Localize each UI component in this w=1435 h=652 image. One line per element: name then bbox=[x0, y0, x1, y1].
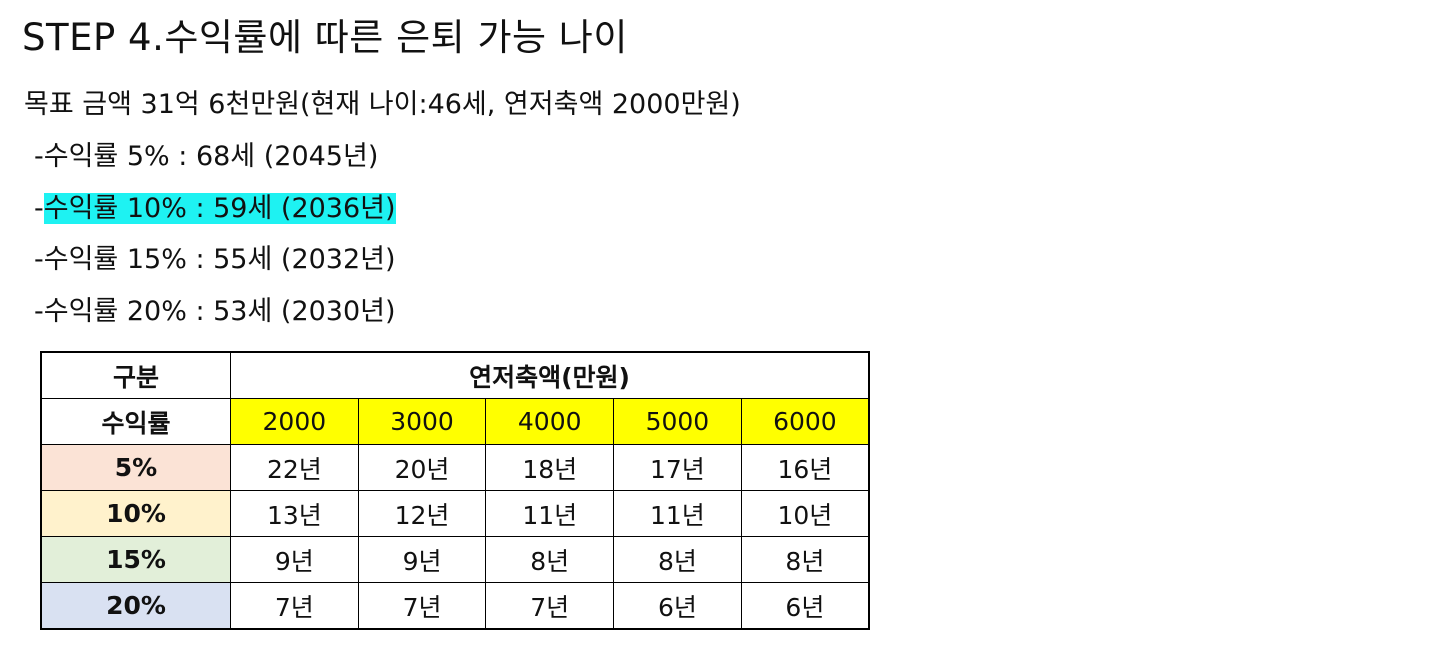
table-cell: 11년 bbox=[613, 490, 742, 537]
table-cell: 10년 bbox=[740, 490, 870, 537]
list-bullet: - bbox=[34, 244, 44, 275]
table-cell: 7년 bbox=[357, 582, 487, 630]
list-bullet: - bbox=[34, 141, 44, 172]
highlighted-list-item-text: 수익률 10% : 59세 (2036년) bbox=[43, 192, 396, 224]
amount-header: 5000 bbox=[613, 398, 742, 445]
list-item: -수익률 5% : 68세 (2045년) bbox=[34, 137, 396, 189]
table-header-row: 구분 연저축액(만원) bbox=[40, 351, 870, 399]
table-header-row: 수익률 2000 3000 4000 5000 6000 bbox=[40, 398, 870, 445]
rate-column-header: 수익률 bbox=[40, 398, 231, 445]
amount-header: 3000 bbox=[357, 398, 487, 445]
table-row: 20% 7년 7년 7년 6년 6년 bbox=[40, 582, 870, 630]
rate-label: 10% bbox=[40, 490, 231, 537]
table-cell: 7년 bbox=[485, 582, 615, 630]
table-row: 15% 9년 9년 8년 8년 8년 bbox=[40, 536, 870, 583]
table-row: 10% 13년 12년 11년 11년 10년 bbox=[40, 490, 870, 537]
list-item-text: 수익률 5% : 68세 (2045년) bbox=[43, 141, 379, 172]
rate-label: 5% bbox=[40, 444, 231, 491]
table-cell: 12년 bbox=[357, 490, 487, 537]
list-item-text: 수익률 20% : 53세 (2030년) bbox=[43, 295, 396, 327]
corner-header: 구분 bbox=[40, 351, 231, 399]
table-cell: 8년 bbox=[613, 536, 742, 583]
amount-header: 4000 bbox=[485, 398, 615, 445]
table-cell: 22년 bbox=[230, 444, 359, 491]
table-cell: 18년 bbox=[485, 444, 615, 491]
list-bullet: - bbox=[34, 295, 44, 327]
rate-label: 15% bbox=[40, 536, 231, 583]
amount-header: 2000 bbox=[230, 398, 359, 445]
amount-header: 6000 bbox=[740, 398, 870, 445]
table-cell: 6년 bbox=[613, 582, 742, 630]
rate-label: 20% bbox=[40, 582, 231, 630]
goal-summary: 목표 금액 31억 6천만원(현재 나이:46세, 연저축액 2000만원) bbox=[24, 89, 741, 120]
table-cell: 13년 bbox=[230, 490, 359, 537]
list-bullet: - bbox=[34, 192, 44, 224]
table-cell: 17년 bbox=[613, 444, 742, 491]
page-title: STEP 4.수익률에 따른 은퇴 가능 나이 bbox=[22, 16, 628, 59]
years-table: 구분 연저축액(만원) 수익률 2000 3000 4000 5000 6000… bbox=[40, 351, 870, 630]
table-cell: 16년 bbox=[740, 444, 870, 491]
table-cell: 8년 bbox=[740, 536, 870, 583]
table-cell: 20년 bbox=[357, 444, 487, 491]
table-cell: 9년 bbox=[230, 536, 359, 583]
list-item: -수익률 20% : 53세 (2030년) bbox=[34, 292, 396, 344]
savings-group-header: 연저축액(만원) bbox=[230, 351, 870, 399]
table-row: 5% 22년 20년 18년 17년 16년 bbox=[40, 444, 870, 491]
table-cell: 8년 bbox=[485, 536, 615, 583]
table-cell: 9년 bbox=[357, 536, 487, 583]
retirement-age-list: -수익률 5% : 68세 (2045년) -수익률 10% : 59세 (20… bbox=[34, 137, 396, 343]
list-item: -수익률 15% : 55세 (2032년) bbox=[34, 240, 396, 292]
table-cell: 6년 bbox=[740, 582, 870, 630]
table-cell: 11년 bbox=[485, 490, 615, 537]
table-cell: 7년 bbox=[230, 582, 359, 630]
list-item: -수익률 10% : 59세 (2036년) bbox=[34, 189, 396, 241]
list-item-text: 수익률 15% : 55세 (2032년) bbox=[43, 244, 396, 275]
